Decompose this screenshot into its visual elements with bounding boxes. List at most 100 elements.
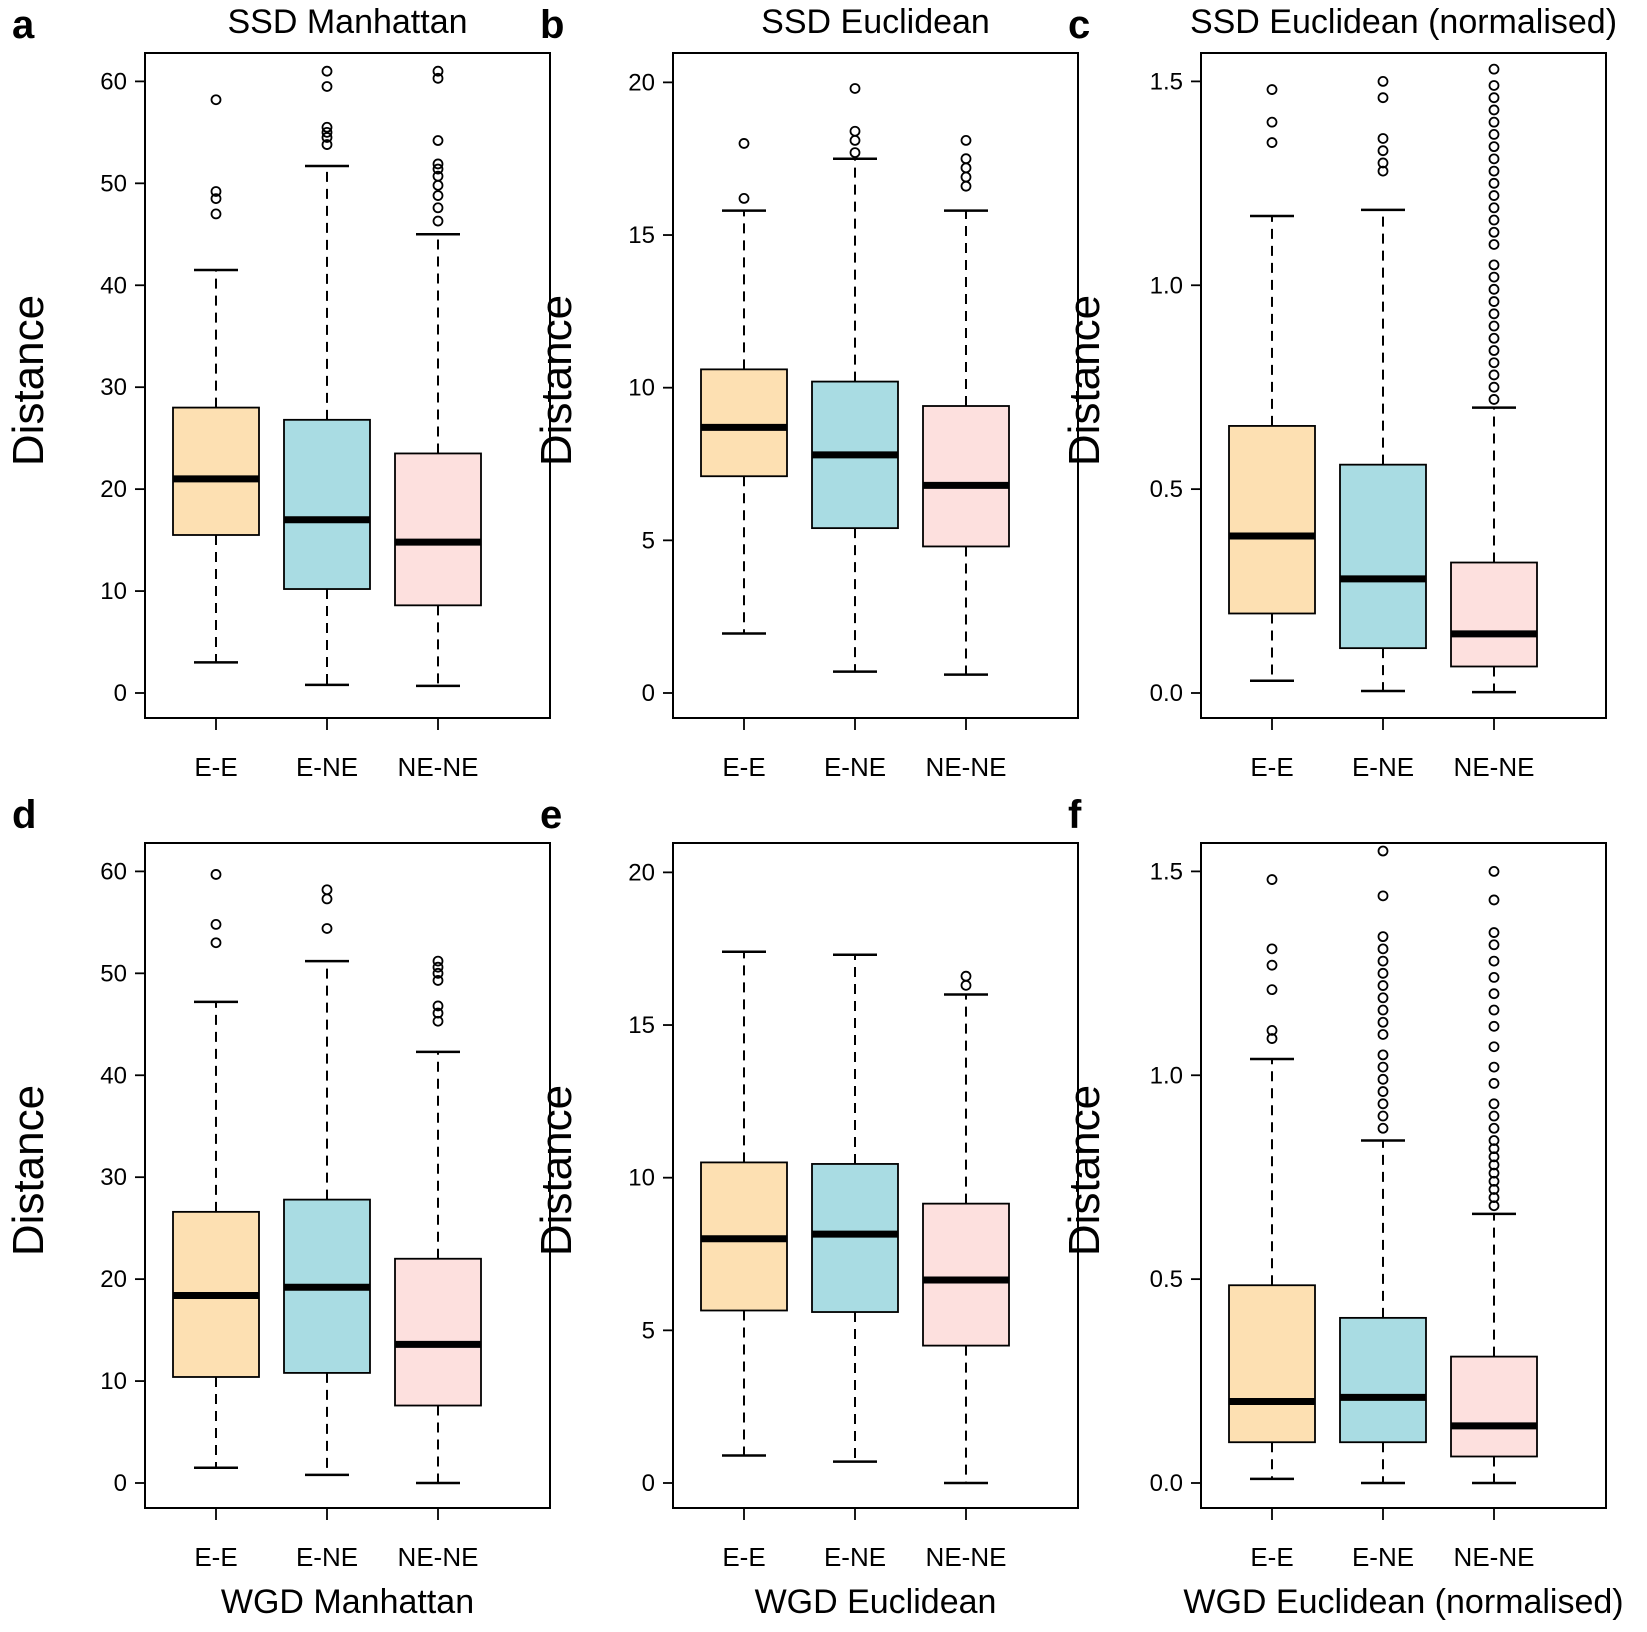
iqr-box bbox=[1450, 1355, 1538, 1458]
box-ne-ne bbox=[1450, 63, 1538, 694]
y-axis-label: Distance bbox=[1060, 1085, 1109, 1256]
panel-letter: c bbox=[1068, 3, 1090, 47]
x-category-label: NE-NE bbox=[398, 752, 479, 782]
panel-f: f WGD Euclidean (normalised) Distance 0.0 0.… bbox=[1060, 793, 1624, 1621]
panel-title: SSD Euclidean (normalised) bbox=[1190, 3, 1617, 41]
outlier-point bbox=[1488, 1110, 1500, 1122]
box-ne-ne bbox=[1450, 865, 1538, 1485]
outlier-point bbox=[1488, 394, 1500, 405]
outlier-point bbox=[1488, 927, 1500, 938]
box-e-e bbox=[1228, 874, 1316, 1481]
outlier-point bbox=[960, 162, 972, 174]
outlier-point bbox=[1488, 239, 1500, 250]
outlier-point bbox=[210, 193, 222, 205]
outlier-point bbox=[1266, 874, 1278, 885]
outlier-point bbox=[1377, 955, 1389, 967]
panel-title: WGD Euclidean (normalised) bbox=[1183, 1583, 1623, 1621]
iqr-box bbox=[394, 1257, 482, 1407]
outlier-point bbox=[432, 1000, 444, 1012]
outlier-point bbox=[321, 65, 333, 77]
outlier-point bbox=[432, 179, 444, 191]
box-ne-ne bbox=[394, 65, 482, 688]
outlier-point bbox=[960, 180, 972, 192]
box-e-e bbox=[172, 869, 260, 1469]
outlier-point bbox=[1488, 283, 1500, 295]
x-category-label: E-NE bbox=[824, 1542, 886, 1572]
y-tick-label: 40 bbox=[100, 1062, 127, 1089]
panel-letter: a bbox=[12, 3, 35, 47]
y-tick-label: 1.5 bbox=[1150, 68, 1183, 95]
y-axis-label: Distance bbox=[4, 295, 53, 466]
outlier-point bbox=[1488, 320, 1500, 332]
outlier-point bbox=[1488, 308, 1500, 320]
x-category-label: E-E bbox=[194, 752, 237, 782]
outlier-point bbox=[1488, 104, 1500, 116]
x-category-label: E-NE bbox=[296, 1542, 358, 1572]
outlier-point bbox=[1377, 1122, 1389, 1134]
panel-letter: f bbox=[1068, 793, 1082, 837]
x-category-label: E-E bbox=[194, 1542, 237, 1572]
y-tick-label: 40 bbox=[100, 272, 127, 299]
y-tick-label: 5 bbox=[642, 1317, 655, 1344]
outlier-point bbox=[1266, 116, 1278, 128]
outlier-point bbox=[1377, 1086, 1389, 1097]
y-tick-label: 15 bbox=[628, 222, 655, 249]
y-tick-label: 1.0 bbox=[1150, 272, 1183, 299]
y-tick-label: 30 bbox=[100, 374, 127, 401]
outlier-point bbox=[1488, 988, 1500, 1000]
outlier-point bbox=[432, 190, 444, 201]
outlier-point bbox=[1377, 145, 1389, 157]
outlier-point bbox=[1488, 226, 1500, 238]
y-tick-label: 50 bbox=[100, 170, 127, 197]
outlier-point bbox=[1377, 967, 1389, 979]
outlier-point bbox=[1488, 165, 1500, 177]
plot-frame bbox=[1200, 842, 1607, 1509]
outlier-point bbox=[210, 94, 222, 106]
box-ne-ne bbox=[922, 134, 1010, 676]
outlier-point bbox=[1488, 972, 1500, 983]
iqr-box bbox=[922, 1202, 1010, 1347]
outlier-point bbox=[1488, 939, 1500, 951]
plot-frame bbox=[144, 52, 551, 719]
outlier-point bbox=[321, 121, 333, 133]
box-e-e bbox=[172, 94, 260, 664]
outlier-point bbox=[1488, 63, 1500, 75]
iqr-box bbox=[922, 405, 1010, 548]
outlier-point bbox=[432, 975, 444, 986]
y-axis-label: Distance bbox=[1060, 295, 1109, 466]
outlier-point bbox=[432, 1007, 444, 1019]
outlier-point bbox=[1488, 955, 1500, 967]
panel-title: SSD Euclidean bbox=[761, 3, 990, 41]
panel-letter: e bbox=[540, 793, 562, 837]
plot-frame bbox=[672, 842, 1079, 1509]
box-e-ne bbox=[1339, 845, 1427, 1485]
iqr-box bbox=[811, 1163, 899, 1313]
outlier-point bbox=[1488, 1135, 1500, 1146]
outlier-point bbox=[1377, 157, 1389, 169]
iqr-box bbox=[394, 452, 482, 607]
box-e-ne bbox=[283, 884, 371, 1477]
y-tick-label: 10 bbox=[628, 375, 655, 402]
outlier-point bbox=[738, 192, 750, 204]
outlier-point bbox=[1377, 980, 1389, 991]
x-category-label: NE-NE bbox=[926, 1542, 1007, 1572]
outlier-point bbox=[1488, 153, 1500, 165]
y-tick-label: 30 bbox=[100, 1164, 127, 1191]
x-category-label: E-NE bbox=[1352, 752, 1414, 782]
outlier-point bbox=[1488, 141, 1500, 153]
outlier-point bbox=[432, 967, 444, 979]
y-tick-label: 1.0 bbox=[1150, 1062, 1183, 1089]
outlier-point bbox=[1377, 1061, 1389, 1073]
box-e-ne bbox=[1339, 75, 1427, 693]
y-tick-label: 20 bbox=[100, 1266, 127, 1293]
box-e-e bbox=[1228, 84, 1316, 683]
x-category-label: E-E bbox=[1250, 752, 1293, 782]
outlier-point bbox=[321, 132, 333, 143]
outlier-point bbox=[1488, 214, 1500, 226]
outlier-point bbox=[321, 81, 333, 92]
outlier-point bbox=[1488, 259, 1500, 271]
y-tick-label: 0 bbox=[642, 680, 655, 707]
outlier-point bbox=[321, 893, 333, 905]
y-tick-label: 0 bbox=[114, 1470, 127, 1497]
